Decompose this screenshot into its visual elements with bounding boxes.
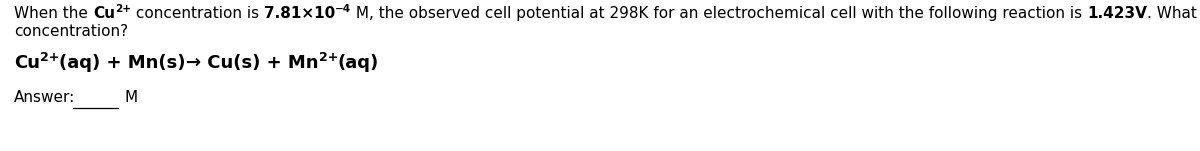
Text: (aq) + Mn(s): (aq) + Mn(s): [59, 54, 186, 72]
Text: M: M: [124, 90, 137, 105]
Text: concentration is: concentration is: [131, 6, 264, 21]
Text: 2+: 2+: [318, 51, 338, 64]
Text: M, the observed cell potential at 298K for an electrochemical cell with the foll: M, the observed cell potential at 298K f…: [352, 6, 1087, 21]
Text: 7.81×10: 7.81×10: [264, 6, 335, 21]
Text: (aq): (aq): [338, 54, 379, 72]
Text: 2+: 2+: [115, 4, 131, 14]
Text: 2+: 2+: [40, 51, 59, 64]
Text: Cu(s) + Mn: Cu(s) + Mn: [202, 54, 318, 72]
Text: Cu: Cu: [92, 6, 115, 21]
Text: →: →: [186, 54, 202, 72]
Text: 1.423V: 1.423V: [1087, 6, 1147, 21]
Text: . What is the: . What is the: [1147, 6, 1200, 21]
Text: −4: −4: [335, 4, 352, 14]
Text: Answer:: Answer:: [14, 90, 76, 105]
Text: concentration?: concentration?: [14, 24, 128, 39]
Text: Cu: Cu: [14, 54, 40, 72]
Text: When the: When the: [14, 6, 92, 21]
